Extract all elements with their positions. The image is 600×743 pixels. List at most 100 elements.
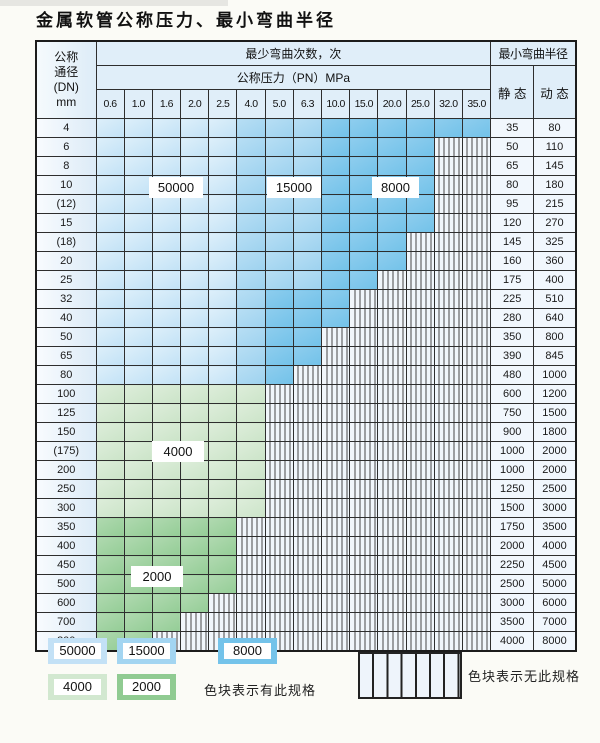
cell-50000	[208, 232, 238, 252]
dn-header-line3: (DN)	[53, 80, 79, 94]
pressure-tick: 35.0	[461, 89, 492, 119]
cell-50000	[95, 232, 125, 252]
cell-no-spec	[433, 365, 463, 385]
cell-50000	[180, 327, 210, 347]
cell-no-spec	[461, 631, 492, 652]
cell-no-spec	[264, 536, 294, 556]
cell-50000	[180, 213, 210, 233]
dn-value: 700	[35, 612, 97, 632]
region-label-8000: 8000	[372, 177, 419, 198]
cell-no-spec	[264, 403, 294, 423]
cell-50000	[123, 137, 153, 157]
cell-no-spec	[349, 422, 379, 442]
cell-no-spec	[292, 403, 323, 423]
cell-no-spec	[264, 384, 294, 404]
dn-value: (175)	[35, 441, 97, 461]
dynamic-radius-value: 2500	[533, 479, 577, 499]
dynamic-radius-value: 845	[533, 346, 577, 366]
cell-8000	[320, 137, 351, 157]
cell-no-spec	[320, 574, 351, 594]
cell-4000	[95, 479, 125, 499]
cell-8000	[433, 118, 463, 138]
cell-8000	[377, 213, 407, 233]
cell-no-spec	[433, 194, 463, 214]
legend-swatch-8000: 8000	[218, 638, 277, 664]
static-radius-value: 1000	[490, 441, 535, 461]
cell-8000	[377, 251, 407, 271]
dn-value: 80	[35, 365, 97, 385]
cell-50000	[180, 118, 210, 138]
cell-50000	[208, 270, 238, 290]
dynamic-radius-value: 5000	[533, 574, 577, 594]
cell-2000	[180, 574, 210, 594]
pressure-tick: 10.0	[320, 89, 351, 119]
cell-15000	[292, 118, 323, 138]
cell-15000	[236, 270, 266, 290]
spec-table: 公称 通径 (DN) mm 最少弯曲次数，次 最小弯曲半径 公称压力（PN）MP…	[35, 40, 577, 652]
cell-2000	[95, 593, 125, 613]
static-radius-value: 600	[490, 384, 535, 404]
cell-2000	[208, 536, 238, 556]
table-row: (18) 145 325	[35, 232, 577, 252]
cell-8000	[349, 156, 379, 176]
pressure-tick: 6.3	[292, 89, 323, 119]
cell-8000	[320, 289, 351, 309]
cell-no-spec	[433, 422, 463, 442]
table-row: 150 900 1800	[35, 422, 577, 442]
dn-header-line4: mm	[56, 95, 77, 109]
cell-8000	[320, 194, 351, 214]
table-row: 400 2000 4000	[35, 536, 577, 556]
cell-50000	[208, 289, 238, 309]
cell-no-spec	[433, 308, 463, 328]
cell-no-spec	[236, 612, 266, 632]
cell-no-spec	[433, 441, 463, 461]
cell-8000	[264, 327, 294, 347]
cell-15000	[236, 289, 266, 309]
cell-50000	[95, 365, 125, 385]
dn-value: (12)	[35, 194, 97, 214]
cell-no-spec	[264, 593, 294, 613]
cell-no-spec	[461, 498, 492, 518]
cell-4000	[123, 403, 153, 423]
header-row-1: 公称 通径 (DN) mm 最少弯曲次数，次 最小弯曲半径	[35, 40, 577, 119]
cell-50000	[123, 175, 153, 195]
cell-8000	[264, 289, 294, 309]
table-row: 15 120 270	[35, 213, 577, 233]
cell-no-spec	[349, 327, 379, 347]
legend-swatch-4000: 4000	[48, 674, 107, 700]
cell-no-spec	[320, 403, 351, 423]
cell-no-spec	[264, 574, 294, 594]
cell-no-spec	[405, 232, 435, 252]
cell-no-spec	[461, 270, 492, 290]
cell-50000	[123, 289, 153, 309]
cell-50000	[180, 308, 210, 328]
cell-4000	[151, 384, 182, 404]
cell-15000	[264, 156, 294, 176]
cell-no-spec	[461, 555, 492, 575]
cell-15000	[292, 156, 323, 176]
cell-no-spec	[461, 574, 492, 594]
dn-value: 500	[35, 574, 97, 594]
cell-no-spec	[349, 460, 379, 480]
cell-no-spec	[461, 289, 492, 309]
cell-no-spec	[292, 555, 323, 575]
dn-header-line2: 通径	[54, 65, 79, 79]
static-radius-value: 4000	[490, 631, 535, 652]
cell-50000	[151, 251, 182, 271]
cell-50000	[123, 156, 153, 176]
cell-50000	[208, 175, 238, 195]
cell-no-spec	[377, 593, 407, 613]
cell-50000	[180, 365, 210, 385]
cell-no-spec	[349, 308, 379, 328]
cell-no-spec	[264, 498, 294, 518]
cell-no-spec	[405, 612, 435, 632]
cell-4000	[123, 460, 153, 480]
cell-no-spec	[433, 175, 463, 195]
table-row: 20 160 360	[35, 251, 577, 271]
static-radius-value: 2500	[490, 574, 535, 594]
cell-4000	[180, 479, 210, 499]
cell-50000	[95, 118, 125, 138]
cell-no-spec	[461, 365, 492, 385]
cell-no-spec	[349, 612, 379, 632]
cell-no-spec	[292, 460, 323, 480]
